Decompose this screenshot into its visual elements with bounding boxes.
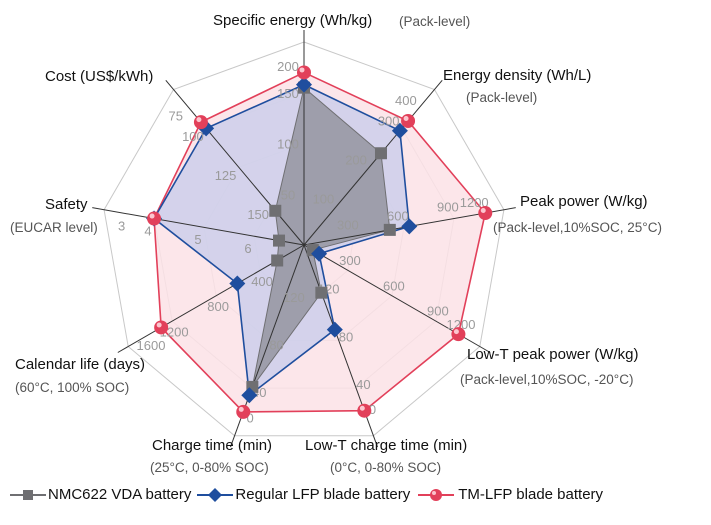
series-area xyxy=(251,86,391,388)
data-point-square xyxy=(383,223,396,236)
axis-title-energy-density: Energy density (Wh/L) xyxy=(443,67,592,84)
tick-label: 100 xyxy=(277,137,299,152)
data-point-highlight xyxy=(238,406,244,412)
axis-subtitle-calendar-life: (60°C, 100% SOC) xyxy=(15,380,130,395)
tick-label: 200 xyxy=(345,153,367,168)
tick-label: 100 xyxy=(182,129,204,144)
axis-line xyxy=(92,207,305,246)
tick-label: 150 xyxy=(277,86,299,101)
data-point-square xyxy=(273,234,286,247)
data-point-square xyxy=(269,204,282,217)
tick-label: 600 xyxy=(387,209,409,224)
axis-subtitle-specific-energy: (Pack-level) xyxy=(399,14,471,29)
tick-label: 800 xyxy=(207,299,229,314)
tick-label: 40 xyxy=(356,377,370,392)
tick-label: 600 xyxy=(383,278,405,293)
tick-label: 300 xyxy=(337,217,359,232)
data-point-sphere xyxy=(478,206,493,221)
tick-label: 150 xyxy=(247,207,269,222)
data-point-diamond xyxy=(401,218,418,235)
legend-item-tm-lfp: TM-LFP blade battery xyxy=(414,486,603,503)
tick-label: 300 xyxy=(339,253,361,268)
data-point-square xyxy=(315,286,328,299)
data-point-sphere xyxy=(147,211,162,226)
tick-label: 80 xyxy=(339,329,353,344)
sphere-marker-icon xyxy=(418,488,455,501)
data-point-highlight xyxy=(480,208,486,214)
grid-ring xyxy=(103,41,505,437)
data-point-highlight xyxy=(359,405,365,411)
tick-label: 6 xyxy=(244,241,251,256)
tick-label: 1200 xyxy=(460,195,489,210)
data-point-square xyxy=(374,147,387,160)
axis-subtitle-charge-time: (25°C, 0-80% SOC) xyxy=(150,460,269,475)
data-point-highlight xyxy=(196,117,202,123)
tick-label: 1200 xyxy=(447,317,476,332)
legend-label: Regular LFP blade battery xyxy=(235,486,411,503)
data-point-diamond xyxy=(229,275,246,292)
tick-label: 400 xyxy=(251,274,273,289)
tick-label: 900 xyxy=(427,304,449,319)
axis-subtitle-energy-density: (Pack-level) xyxy=(466,90,538,105)
tick-label: 0 xyxy=(369,402,376,417)
tick-label: 5 xyxy=(194,232,201,247)
data-point-sphere xyxy=(451,327,466,342)
data-point-highlight xyxy=(299,67,305,73)
legend: NMC622 VDA battery Regular LFP blade bat… xyxy=(8,486,607,503)
data-point-sphere xyxy=(357,403,372,418)
legend-item-regular-lfp: Regular LFP blade battery xyxy=(195,486,410,503)
axis-title-peak-power: Peak power (W/kg) xyxy=(520,193,648,210)
data-point-sphere xyxy=(236,404,251,419)
data-point-sphere xyxy=(193,115,208,130)
tick-label: 75 xyxy=(169,109,183,124)
axis-title-low-t-peak-power: Low-T peak power (W/kg) xyxy=(467,346,639,363)
legend-label: NMC622 VDA battery xyxy=(48,486,192,503)
axis-subtitle-safety: (EUCAR level) xyxy=(10,220,98,235)
tick-label: 120 xyxy=(283,290,305,305)
tick-label: 80 xyxy=(269,337,283,352)
axis-subtitle-peak-power: (Pack-level,10%SOC, 25°C) xyxy=(493,220,662,235)
tick-label: 900 xyxy=(437,200,459,215)
legend-item-nmc622: NMC622 VDA battery xyxy=(8,486,191,503)
data-point-highlight xyxy=(156,322,162,328)
axis-title-low-t-charge-time: Low-T charge time (min) xyxy=(305,437,468,454)
axis-title-safety: Safety xyxy=(45,196,88,213)
axis-title-charge-time: Charge time (min) xyxy=(152,437,273,454)
data-point-diamond xyxy=(391,122,408,139)
tick-label: 400 xyxy=(395,93,417,108)
data-point-sphere xyxy=(154,320,169,335)
tick-label: 300 xyxy=(378,114,400,129)
data-point-highlight xyxy=(403,115,409,121)
data-point-diamond xyxy=(326,321,343,338)
tick-label: 0 xyxy=(246,410,253,425)
diamond-marker-icon xyxy=(197,487,234,502)
tick-label: 200 xyxy=(277,59,299,74)
data-point-sphere xyxy=(401,113,416,128)
axis-line xyxy=(303,79,443,246)
data-point-sphere xyxy=(297,65,311,80)
axis-subtitle-low-t-peak-power: (Pack-level,10%SOC, -20°C) xyxy=(460,372,634,387)
data-point-diamond xyxy=(241,387,258,404)
axis-line xyxy=(165,79,305,246)
axis-title-calendar-life: Calendar life (days) xyxy=(15,356,146,373)
data-point-highlight xyxy=(453,329,459,335)
square-marker-icon xyxy=(10,489,46,500)
tick-label: 4 xyxy=(144,223,151,238)
markers xyxy=(146,65,493,419)
data-point-highlight xyxy=(149,213,155,219)
tick-label: 100 xyxy=(313,191,335,206)
legend-label: TM-LFP blade battery xyxy=(458,486,604,503)
tick-label: 50 xyxy=(281,187,295,202)
axis-title-specific-energy: Specific energy (Wh/kg) xyxy=(213,12,373,29)
axis-title-cost: Cost (US$/kWh) xyxy=(45,68,154,85)
tick-label: 125 xyxy=(215,168,237,183)
axis-subtitle-low-t-charge-time: (0°C, 0-80% SOC) xyxy=(330,460,442,475)
data-point-diamond xyxy=(296,76,312,93)
tick-label: 3 xyxy=(118,219,125,234)
tick-label: 1600 xyxy=(137,338,166,353)
data-point-square xyxy=(271,254,284,267)
data-point-diamond xyxy=(311,245,328,262)
